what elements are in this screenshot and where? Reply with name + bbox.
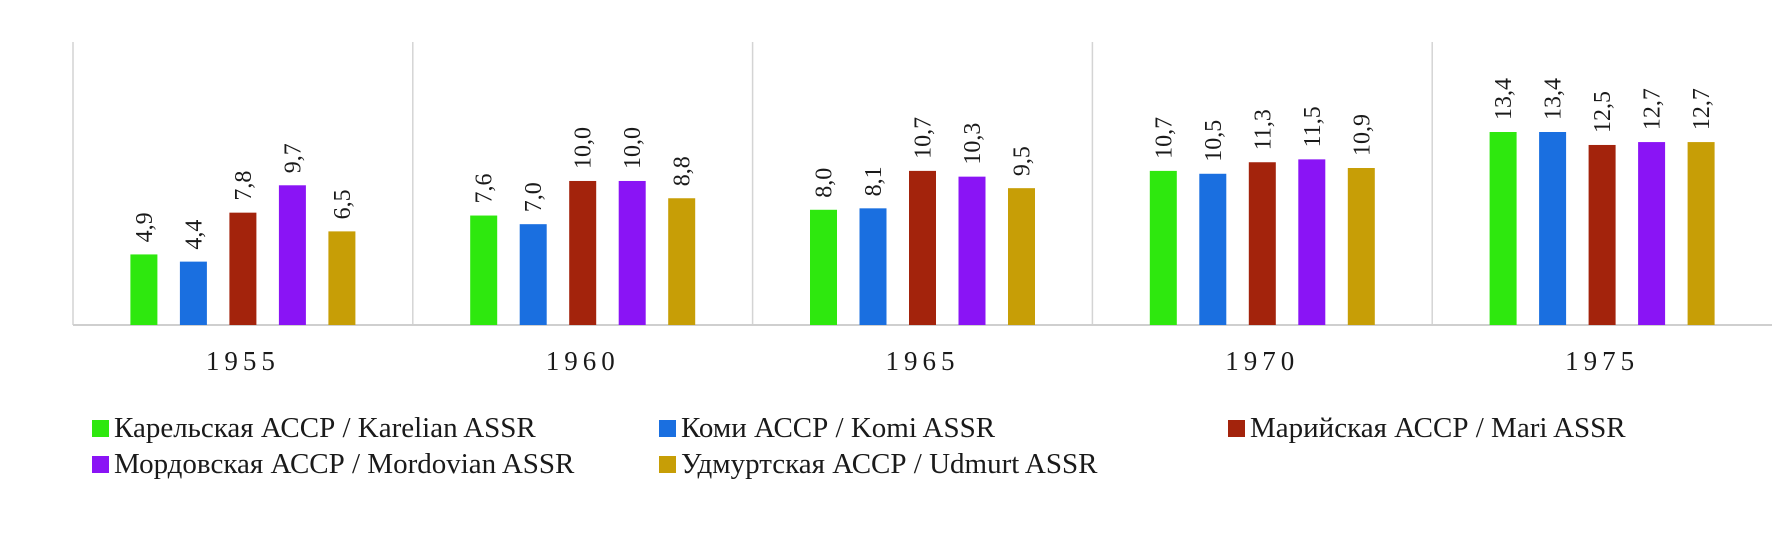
- data-label: 11,5: [1300, 106, 1326, 147]
- data-label: 4,4: [181, 220, 207, 250]
- data-label: 9,5: [1010, 146, 1036, 176]
- bar: [179, 261, 207, 325]
- bar: [618, 180, 646, 325]
- bar: [569, 180, 597, 325]
- legend-item-karelian: Карельская АССР / Karelian ASSR: [92, 410, 536, 446]
- bar: [519, 224, 547, 325]
- bar: [1539, 132, 1567, 325]
- legend-label-karelian: Карельская АССР / Karelian ASSR: [114, 412, 536, 444]
- x-tick-label: 1960: [546, 346, 620, 376]
- data-label: 8,8: [670, 156, 696, 186]
- data-label: 11,3: [1250, 109, 1276, 150]
- data-label: 10,5: [1201, 120, 1227, 162]
- data-label: 4,9: [132, 212, 158, 242]
- bar: [958, 176, 986, 325]
- bar: [1008, 188, 1035, 325]
- bar: [1298, 159, 1326, 325]
- x-tick-label: 1970: [1225, 346, 1299, 376]
- data-label: 10,7: [911, 117, 937, 159]
- data-label: 13,4: [1491, 78, 1517, 120]
- legend-item-mordovian: Мордовская АССР / Mordovian ASSR: [92, 446, 574, 482]
- legend-swatch-komi: [659, 419, 676, 437]
- bar: [1199, 173, 1227, 325]
- bar: [328, 231, 356, 325]
- legend-row-1: Карельская АССР / Karelian ASSR Коми АСС…: [92, 410, 1732, 446]
- x-tick-label: 1955: [206, 346, 280, 376]
- legend-swatch-karelian: [92, 419, 109, 437]
- data-label: 12,7: [1640, 88, 1666, 130]
- bar: [1687, 142, 1715, 325]
- legend-row-2: Мордовская АССР / Mordovian ASSR Удмуртс…: [92, 446, 1732, 482]
- bar: [1588, 144, 1616, 325]
- legend-swatch-mari: [1228, 419, 1245, 437]
- data-label: 10,0: [620, 127, 646, 169]
- bar: [668, 198, 696, 325]
- bar: [1149, 170, 1177, 325]
- data-label: 12,7: [1689, 88, 1715, 130]
- legend-label-mordovian: Мордовская АССР / Mordovian ASSR: [114, 448, 575, 480]
- legend-swatch-udmurt: [659, 455, 676, 473]
- bar: [1638, 142, 1666, 325]
- data-label: 6,5: [330, 189, 356, 219]
- bar: [470, 215, 498, 325]
- bar: [909, 170, 936, 325]
- data-label: 8,1: [861, 166, 887, 196]
- bar: [1248, 162, 1276, 325]
- data-label: 9,7: [280, 143, 306, 173]
- data-label: 13,4: [1541, 78, 1567, 120]
- data-label: 7,8: [231, 171, 257, 201]
- data-label: 10,0: [571, 127, 597, 169]
- data-label: 7,0: [521, 182, 547, 212]
- bar: [1347, 168, 1375, 325]
- legend-item-udmurt: Удмуртская АССР / Udmurt ASSR: [659, 446, 1097, 482]
- bar: [859, 208, 887, 325]
- legend-label-udmurt: Удмуртская АССР / Udmurt ASSR: [681, 448, 1098, 480]
- data-label: 10,7: [1151, 117, 1177, 159]
- bar: [130, 254, 158, 325]
- legend-item-mari: Марийская АССР / Mari ASSR: [1228, 410, 1626, 446]
- data-label: 8,0: [812, 168, 838, 198]
- bar: [810, 209, 837, 325]
- bar-chart: 4,9 4,4 7,8 9,7 6,5 1955 7,6 7,0 10,0 10,0 8,8 1960…: [72, 42, 1772, 376]
- data-label: 10,3: [960, 123, 986, 165]
- x-tick-label: 1975: [1565, 346, 1639, 376]
- legend-label-mari: Марийская АССР / Mari ASSR: [1250, 412, 1626, 444]
- x-tick-label: 1965: [886, 346, 960, 376]
- legend-label-komi: Коми АССР / Komi ASSR: [681, 412, 996, 444]
- data-label: 10,9: [1349, 114, 1375, 156]
- bar: [278, 185, 306, 325]
- data-label: 7,6: [472, 174, 498, 204]
- bar: [229, 212, 257, 325]
- data-label: 12,5: [1590, 91, 1616, 133]
- bar: [1489, 132, 1517, 325]
- legend-item-komi: Коми АССР / Komi ASSR: [659, 410, 995, 446]
- legend-swatch-mordovian: [92, 455, 109, 473]
